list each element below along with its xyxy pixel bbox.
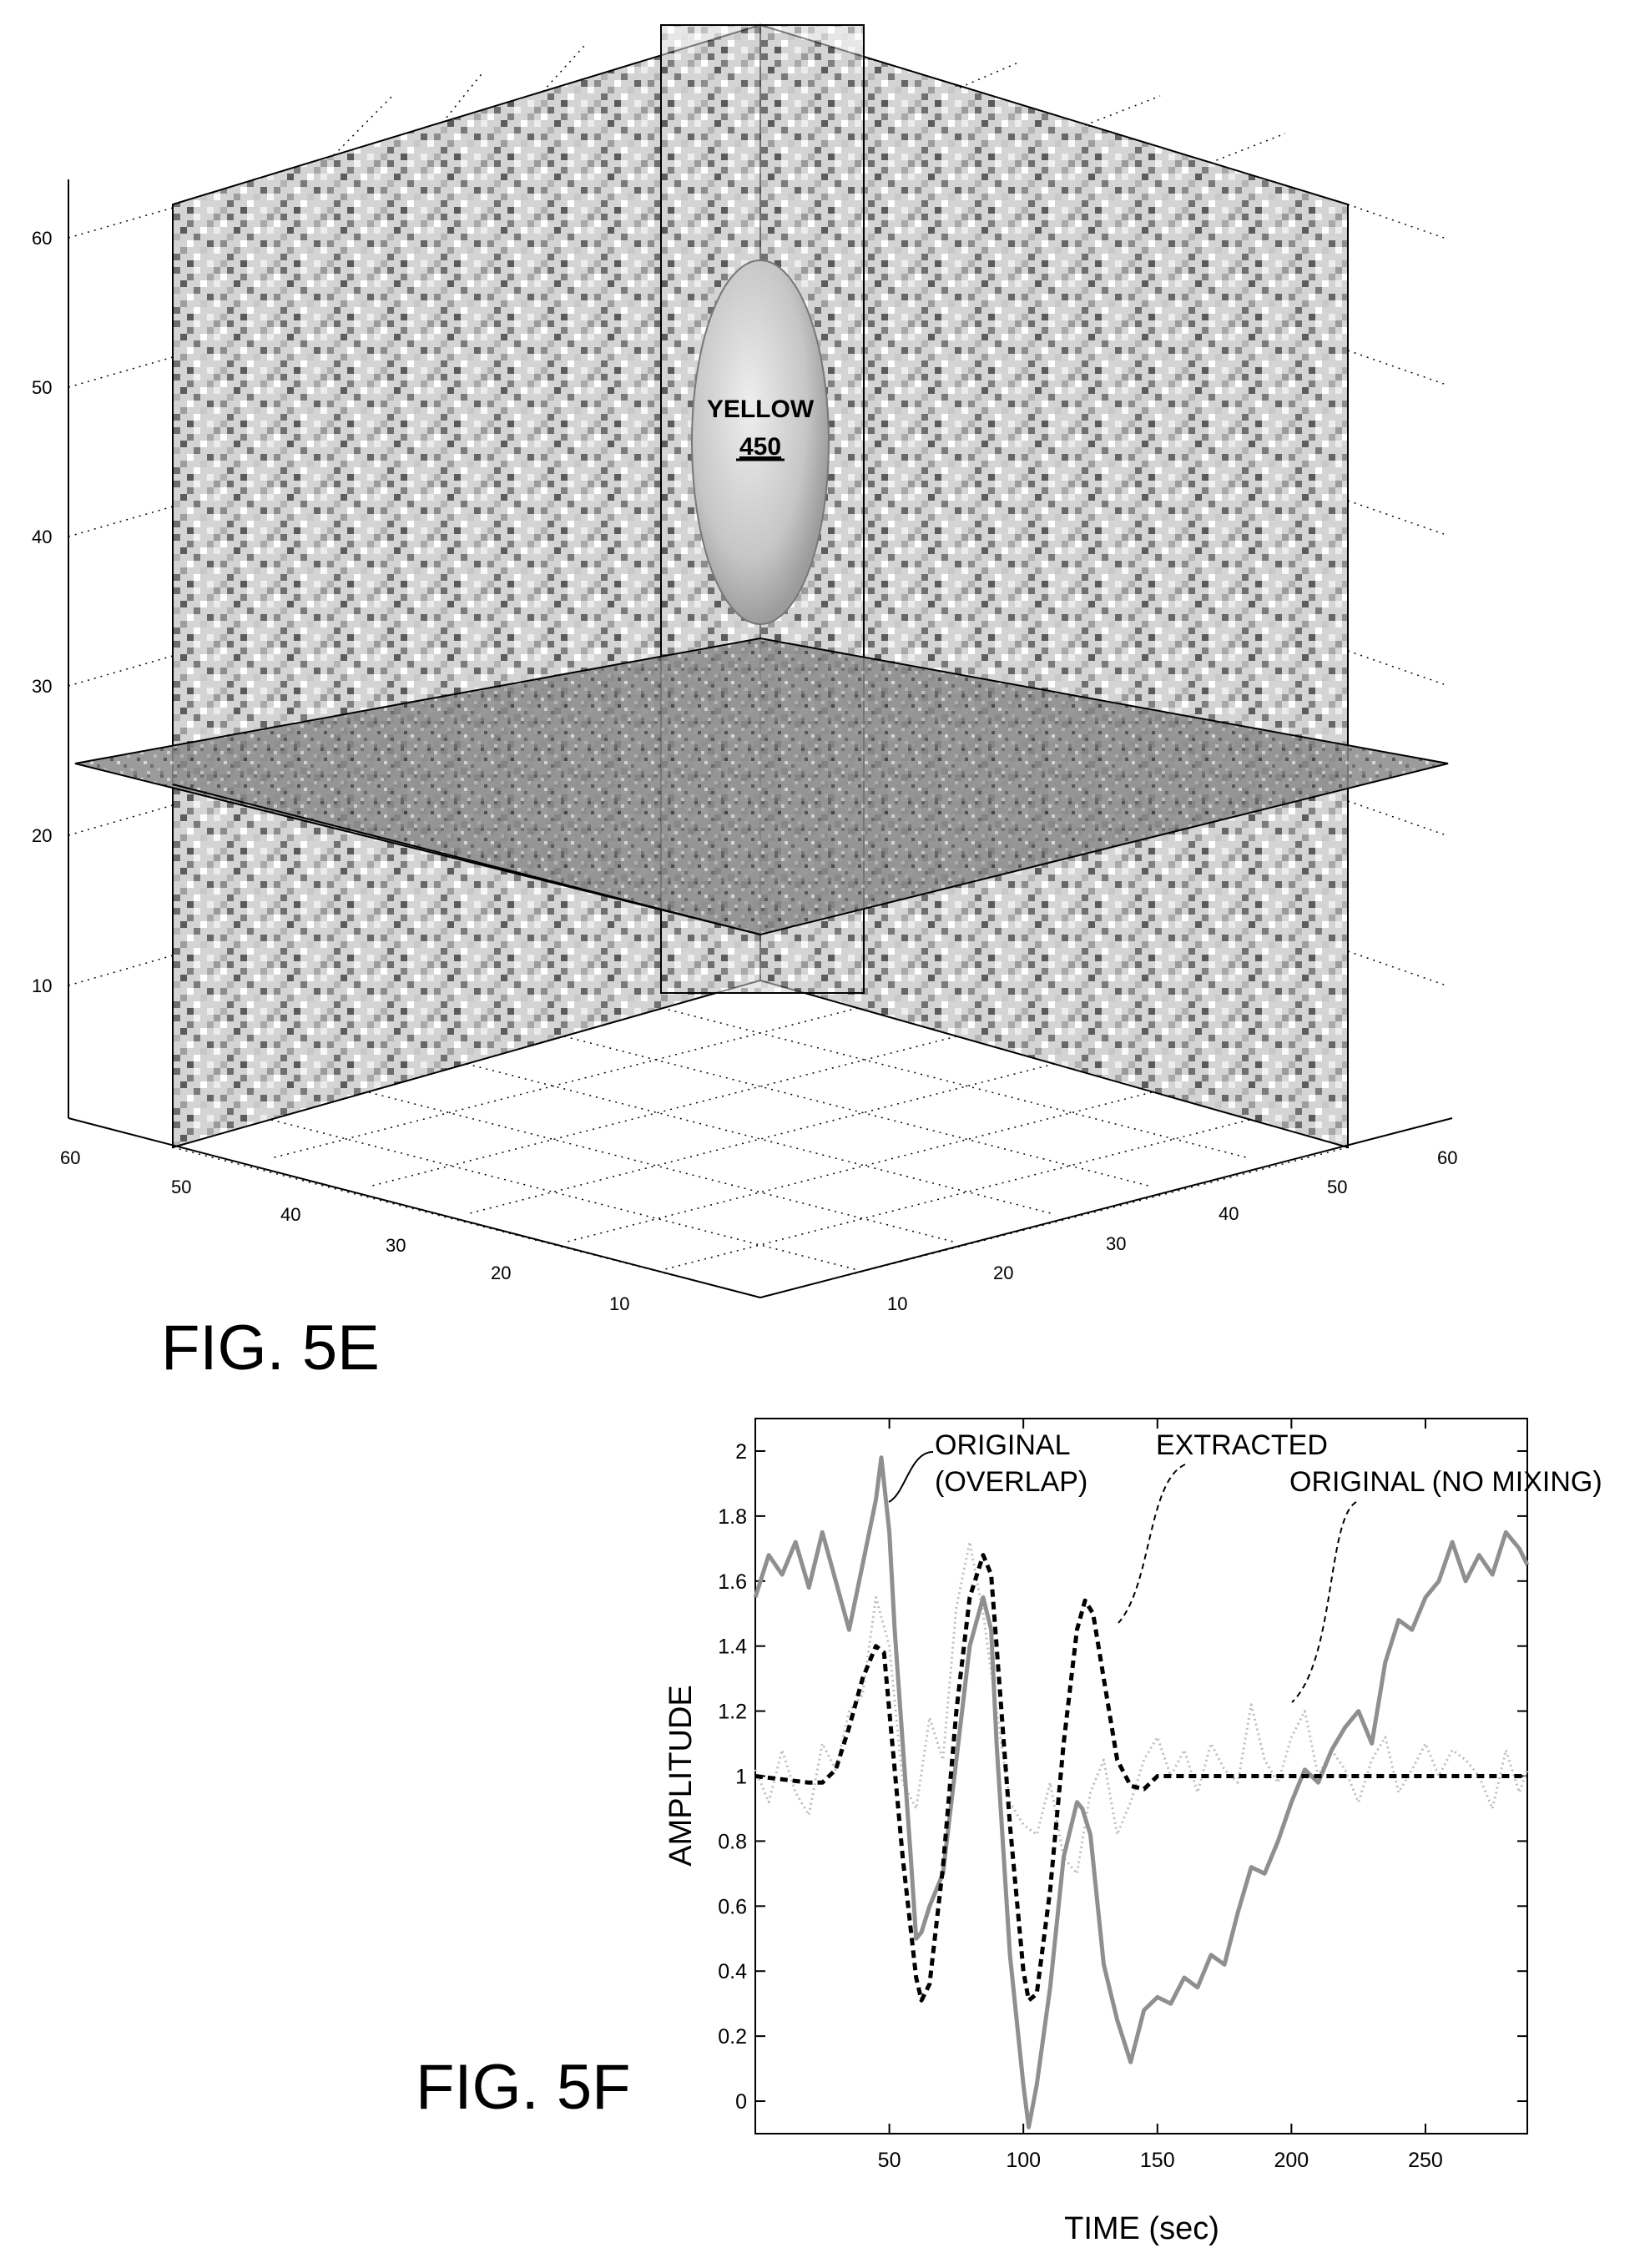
y-tick-label: 0	[735, 2090, 747, 2114]
y-tick-label: 1.2	[718, 1701, 747, 1724]
x-tick-label: 200	[1274, 2149, 1309, 2172]
leader-extracted	[1118, 1464, 1186, 1624]
x-tick-label: 100	[1006, 2149, 1041, 2172]
leader-original-no-mixing	[1291, 1501, 1357, 1703]
x-axis-label: TIME (sec)	[1064, 2211, 1219, 2246]
figure-5e-3d-plot: YELLOW 450 10 20 30 40 50 60 10 20 30	[32, 23, 1457, 1314]
x-tick-label: 60	[1437, 1147, 1457, 1168]
annotation-layer: ORIGINAL (OVERLAP) EXTRACTED ORIGINAL (N…	[888, 1429, 1602, 1703]
annotation-extracted: EXTRACTED	[1156, 1429, 1328, 1461]
ellipsoid-reference-number: 450	[739, 433, 781, 461]
y-tick-label: 0.6	[718, 1895, 747, 1918]
x-tick-label: 50	[878, 2149, 901, 2172]
y-axis: 0 0.2 0.4 0.6 0.8 1 1.2 1.4 1.6 1.8 2	[718, 1440, 1527, 2114]
figure-5f-label: FIG. 5F	[416, 2052, 631, 2123]
z-tick-label: 40	[32, 527, 52, 547]
x-tick-label: 30	[1106, 1233, 1126, 1254]
y-tick-label: 60	[60, 1147, 80, 1168]
z-tick-label: 30	[32, 676, 52, 697]
z-tick-label: 50	[32, 377, 52, 398]
x-tick-label: 10	[887, 1293, 907, 1314]
y-tick-label: 1.4	[718, 1635, 747, 1659]
y-tick-label: 50	[171, 1177, 191, 1197]
figure-5e-label: FIG. 5E	[161, 1313, 380, 1383]
y-tick-label: 20	[491, 1263, 511, 1283]
annotation-original-overlap: ORIGINAL	[935, 1429, 1070, 1461]
x-tick-label: 40	[1219, 1203, 1239, 1224]
vertical-axis: 10 20 30 40 50 60	[32, 228, 52, 996]
leader-original-overlap	[888, 1451, 934, 1503]
series-line-dotted	[754, 1540, 1529, 1875]
series-line-solid	[753, 1455, 1530, 2129]
left-floor-axis: 10 20 30 40 50 60	[60, 1147, 629, 1314]
y-tick-label: 0.8	[718, 1830, 747, 1853]
y-tick-label: 1.8	[718, 1505, 747, 1529]
y-tick-label: 0.4	[718, 1960, 747, 1983]
floor-grid	[172, 1007, 1349, 1298]
y-tick-label: 1	[735, 1766, 747, 1789]
y-axis-label: AMPLITUDE	[664, 1685, 699, 1866]
horizontal-slice-plane	[74, 637, 1449, 936]
x-tick-label: 50	[1327, 1177, 1347, 1197]
z-tick-label: 60	[32, 228, 52, 249]
right-floor-axis: 10 20 30 40 50 60	[887, 1147, 1457, 1314]
ellipsoid-label: YELLOW	[707, 396, 815, 423]
annotation-original-no-mixing: ORIGINAL (NO MIXING)	[1289, 1466, 1602, 1498]
y-tick-label: 1.6	[718, 1570, 747, 1594]
annotation-original-overlap-sub: (OVERLAP)	[935, 1466, 1087, 1498]
x-tick-label: 250	[1408, 2149, 1443, 2172]
y-tick-label: 2	[735, 1440, 747, 1464]
z-tick-label: 20	[32, 825, 52, 846]
axes-frame	[68, 179, 1453, 1298]
y-tick-label: 0.2	[718, 2025, 747, 2049]
x-tick-label: 20	[993, 1263, 1013, 1283]
x-tick-label: 150	[1140, 2149, 1175, 2172]
x-axis: 50 100 150 200 250	[878, 1419, 1443, 2172]
series-line-dashed	[754, 1553, 1527, 2003]
y-tick-label: 40	[280, 1204, 300, 1225]
series-layer	[753, 1455, 1530, 2129]
yellow-ellipsoid	[691, 260, 830, 625]
z-tick-label: 10	[32, 975, 52, 996]
y-tick-label: 30	[386, 1235, 406, 1256]
y-tick-label: 10	[609, 1293, 629, 1314]
